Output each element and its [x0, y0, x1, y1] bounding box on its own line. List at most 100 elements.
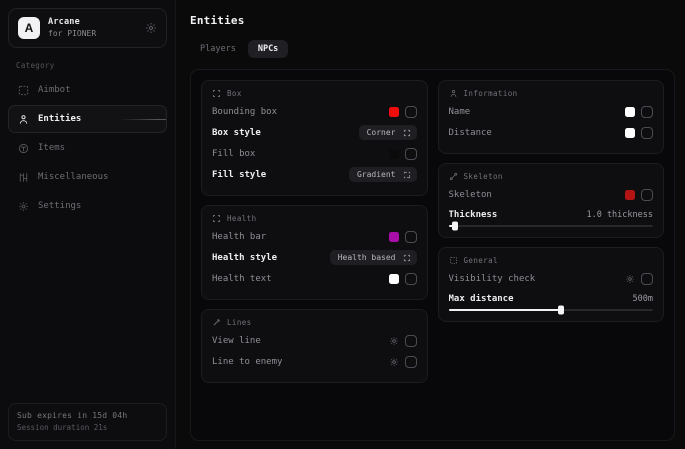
dropdown-value: Corner [366, 128, 396, 137]
color-swatch-health-bar[interactable] [388, 231, 399, 242]
toggle-skeleton[interactable] [641, 188, 653, 201]
slider-max-distance[interactable] [448, 305, 653, 315]
slider-group-thickness: Thickness 1.0 thickness [448, 205, 654, 231]
items-icon [18, 143, 29, 154]
sidebar-item-label: Items [38, 143, 66, 153]
row-health-text: Health text [212, 268, 417, 289]
row-label: Distance [448, 127, 492, 138]
brand-text: Arcane for PIONER [48, 17, 137, 39]
row-visibility-check: Visibility check [449, 268, 653, 289]
color-swatch-name[interactable] [625, 106, 635, 117]
card-header: Skeleton [449, 172, 654, 181]
expand-icon [403, 129, 411, 137]
row-label: Line to enemy [212, 356, 283, 367]
row-fill-box: Fill box [212, 143, 417, 164]
slider-value: 1.0 thickness [586, 209, 653, 220]
misc-icon [18, 172, 29, 183]
sidebar: A Arcane for PIONER Category Aimbot [0, 0, 176, 449]
brand-card[interactable]: A Arcane for PIONER [8, 8, 167, 48]
row-label: Name [448, 106, 471, 117]
row-label: Health text [212, 273, 272, 284]
slider-header: Max distance 500m [449, 289, 654, 308]
toggle-health-text[interactable] [404, 272, 417, 285]
row-label: Health style [212, 252, 278, 263]
toggle-view-line[interactable] [404, 334, 417, 347]
card-health: Health Health bar Health style Health based… [201, 205, 428, 300]
gear-icon[interactable] [389, 336, 399, 346]
page-title: Entities [190, 14, 245, 27]
gear-icon[interactable] [389, 357, 399, 367]
color-swatch-fill-box[interactable] [388, 148, 399, 159]
sidebar-item-label: Aimbot [38, 85, 71, 95]
slider-fill [448, 309, 561, 311]
tab-players[interactable]: Players [200, 44, 236, 54]
toggle-line-to-enemy[interactable] [404, 355, 417, 368]
card-lines: Lines View line Line to enemy [201, 309, 428, 383]
row-health-bar: Health bar [212, 226, 417, 247]
tab-npcs[interactable]: NPCs [247, 40, 289, 58]
brand-subtitle: for PIONER [48, 28, 97, 38]
color-swatch-bounding-box[interactable] [388, 106, 399, 117]
dropdown-value: Gradient [356, 170, 396, 179]
right-column: Information Name Distance Skeleton Skeleton T… [437, 80, 664, 430]
gear-icon[interactable] [625, 274, 635, 284]
dropdown-health-style[interactable]: Health based [329, 250, 417, 265]
row-box-style: Box style Corner [212, 122, 417, 143]
sidebar-item-items[interactable]: Items [8, 134, 167, 162]
color-swatch-distance[interactable] [625, 127, 635, 138]
sidebar-item-label: Settings [38, 201, 82, 211]
slider-group-max-distance: Max distance 500m [448, 289, 654, 315]
info-icon [449, 89, 458, 98]
toggle-fill-box[interactable] [404, 147, 417, 160]
slider-thumb[interactable] [557, 305, 564, 315]
card-title: Skeleton [463, 172, 503, 181]
toggle-health-bar[interactable] [404, 230, 417, 243]
row-label: Box style [212, 127, 261, 138]
toggle-distance[interactable] [641, 126, 653, 139]
gear-icon [18, 201, 29, 212]
settings-panel: Box Bounding box Box style Corner Fill box Fi… [190, 69, 675, 441]
entities-icon [18, 114, 29, 125]
slider-thumb[interactable] [451, 221, 458, 231]
row-label: Skeleton [448, 189, 492, 200]
sidebar-item-aimbot[interactable]: Aimbot [8, 76, 167, 104]
box-icon [212, 214, 221, 223]
slider-thickness[interactable] [448, 221, 653, 231]
sidebar-item-entities[interactable]: Entities [8, 105, 167, 133]
card-title: Box [227, 89, 242, 98]
dropdown-value: Health based [337, 253, 396, 262]
sidebar-item-label: Entities [38, 114, 82, 124]
expand-icon [403, 254, 411, 262]
row-label: Thickness [448, 209, 498, 220]
brand-name: Arcane [48, 17, 80, 28]
toggle-bounding-box[interactable] [404, 105, 417, 118]
gear-icon[interactable] [145, 22, 157, 34]
row-line-to-enemy: Line to enemy [212, 351, 417, 372]
card-header: Lines [212, 318, 417, 327]
app-logo: A [18, 17, 40, 39]
sidebar-item-miscellaneous[interactable]: Miscellaneous [8, 163, 167, 191]
row-health-style: Health style Health based [212, 247, 417, 268]
row-label: Bounding box [212, 106, 278, 117]
slider-header: Thickness 1.0 thickness [449, 205, 654, 224]
category-label: Category [16, 61, 55, 70]
color-swatch-skeleton[interactable] [625, 189, 635, 200]
color-swatch-health-text[interactable] [388, 273, 399, 284]
row-label: Max distance [448, 293, 514, 304]
row-label: Health bar [212, 231, 267, 242]
gradient-icon [403, 171, 411, 179]
sidebar-item-label: Miscellaneous [38, 172, 109, 182]
row-name: Name [448, 101, 653, 122]
main-content: Entities Players NPCs Box Bounding box Box… [176, 0, 685, 449]
card-header: Information [449, 89, 654, 98]
toggle-visibility-check[interactable] [641, 272, 653, 285]
toggle-name[interactable] [641, 105, 653, 118]
slider-fill [448, 225, 455, 227]
sidebar-item-settings[interactable]: Settings [8, 192, 167, 220]
row-label: Fill style [212, 169, 267, 180]
card-header: General [449, 256, 654, 265]
dropdown-box-style[interactable]: Corner [358, 125, 417, 140]
dropdown-fill-style[interactable]: Gradient [348, 167, 417, 182]
card-title: General [463, 256, 498, 265]
